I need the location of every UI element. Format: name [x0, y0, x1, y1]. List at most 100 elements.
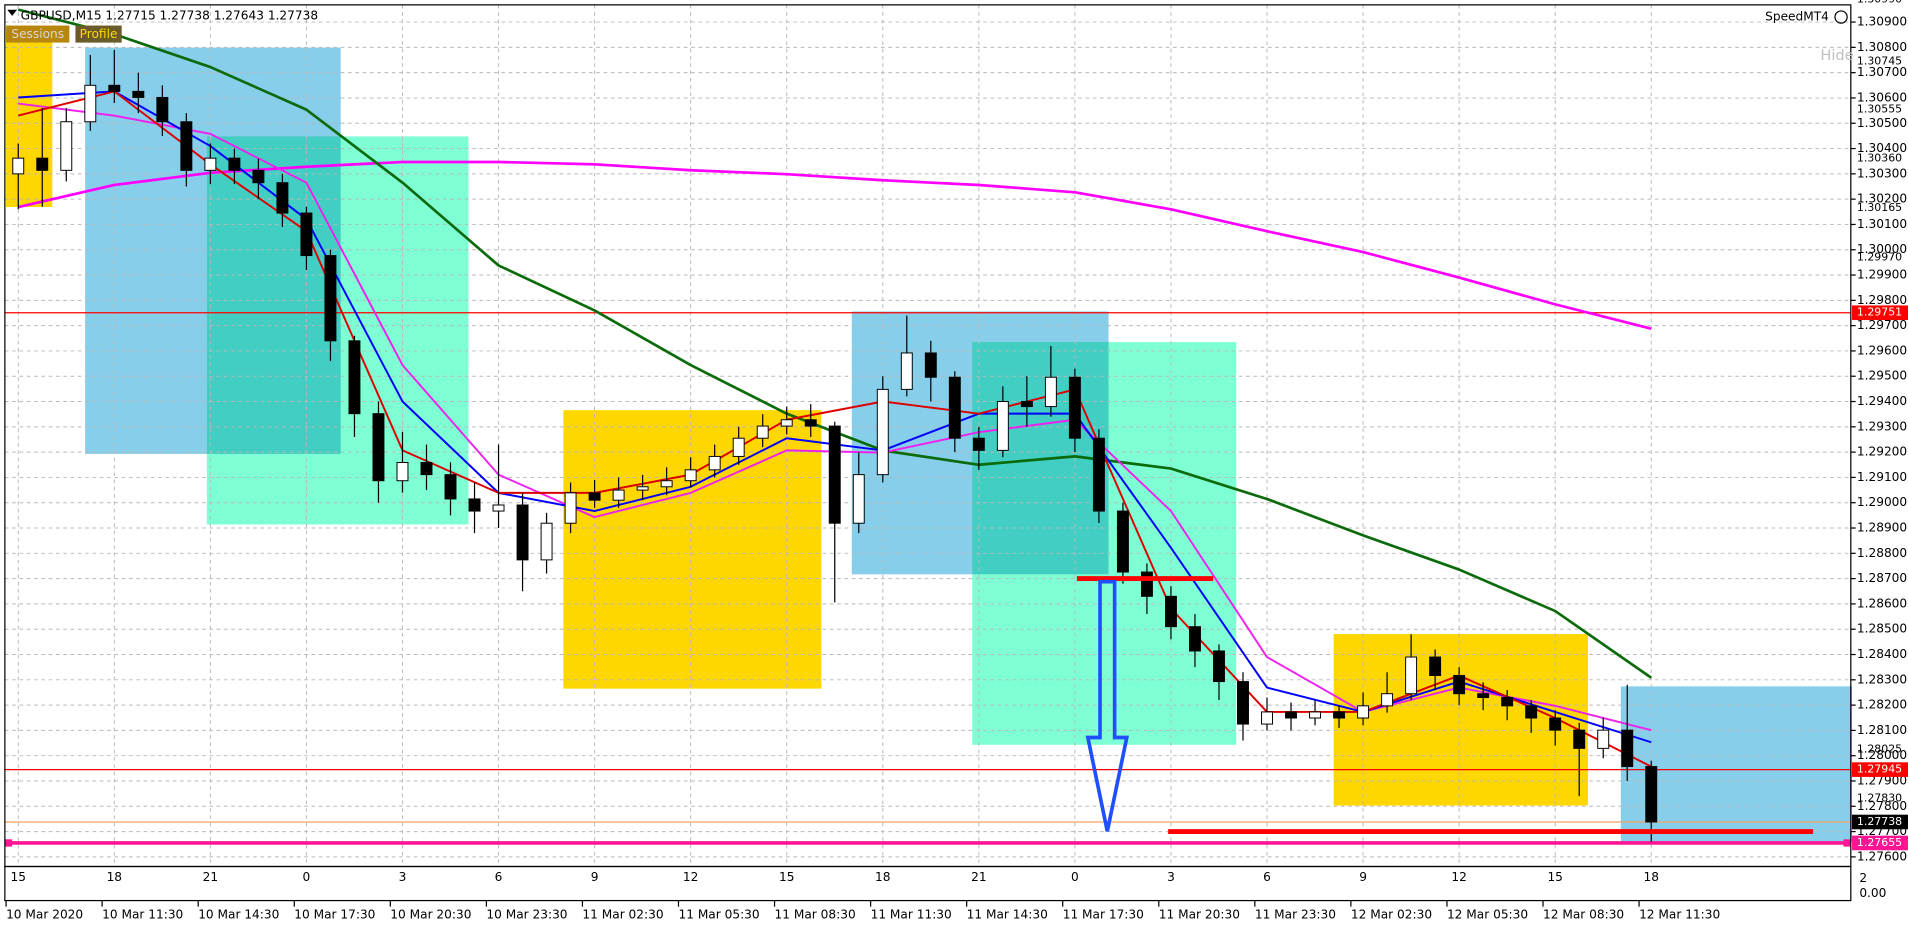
level-label: 1.27945 — [1857, 763, 1902, 776]
candle-body — [12, 157, 25, 175]
candle-body — [1429, 656, 1442, 676]
level-label: 1.27738 — [1857, 815, 1902, 828]
indicator-icon[interactable] — [1834, 10, 1848, 24]
sessions-button[interactable] — [6, 25, 70, 43]
candle-body — [516, 504, 529, 561]
symbol-title: GBPUSD,M15 1.27715 1.27738 1.27643 1.277… — [21, 8, 318, 22]
down-arrow — [1085, 579, 1130, 832]
level-label-bg — [1852, 835, 1908, 851]
hour-label: 18 — [1644, 870, 1659, 884]
y-tick-label: 1.29400 — [1857, 394, 1907, 408]
price-label: 1.29970 — [1857, 250, 1902, 263]
candle-body — [1621, 729, 1634, 768]
price-label: 1.30165 — [1857, 201, 1902, 214]
date-label: 11 Mar 02:30 — [582, 908, 663, 922]
profile-button[interactable] — [75, 25, 122, 43]
date-label: 11 Mar 20:30 — [1159, 908, 1240, 922]
hour-label: 12 — [1451, 870, 1466, 884]
candle-body — [804, 419, 817, 427]
profile-button-label[interactable]: Profile — [80, 27, 118, 41]
date-label: 11 Mar 17:30 — [1063, 908, 1144, 922]
y-tick-label: 1.30000 — [1857, 242, 1907, 256]
indicator-name: SpeedMT4 — [1765, 10, 1829, 24]
y-tick-label: 1.28800 — [1857, 546, 1907, 560]
candle-body — [348, 340, 361, 415]
y-tick-label: 1.29100 — [1857, 470, 1907, 484]
candle-body — [948, 376, 961, 439]
candle-body — [540, 522, 553, 561]
date-label: 10 Mar 14:30 — [198, 908, 279, 922]
candle-body — [1116, 510, 1129, 573]
y-tick-label: 1.29300 — [1857, 419, 1907, 433]
candle-body — [612, 489, 625, 501]
candle-body — [1092, 437, 1105, 512]
y-tick-label: 1.28600 — [1857, 596, 1907, 610]
candle-body — [204, 157, 217, 171]
level-label: 1.27655 — [1857, 836, 1902, 849]
y-tick-label: 1.27600 — [1857, 849, 1907, 863]
price-axis: 1.276001.277001.278001.279001.280001.281… — [1850, 0, 1908, 863]
sessions-button-label[interactable]: Sessions — [11, 27, 64, 41]
hour-label: 3 — [1167, 870, 1175, 884]
y-tick-label: 1.30100 — [1857, 217, 1907, 231]
candle-body — [1453, 675, 1466, 695]
y-tick-label: 1.30200 — [1857, 192, 1907, 206]
date-label: 11 Mar 23:30 — [1255, 908, 1336, 922]
hour-label: 6 — [1263, 870, 1271, 884]
date-label: 10 Mar 20:30 — [390, 908, 471, 922]
hour-label: 18 — [875, 870, 890, 884]
session-box — [563, 410, 822, 689]
date-label: 10 Mar 2020 — [6, 908, 83, 922]
y-tick-label: 1.28900 — [1857, 521, 1907, 535]
candle-body — [468, 498, 481, 512]
hide-button[interactable]: Hide — [1820, 47, 1853, 64]
hour-label: 9 — [591, 870, 599, 884]
hour-label: 3 — [399, 870, 407, 884]
candle-body — [732, 437, 745, 457]
candle-body — [1189, 626, 1201, 652]
y-tick-label: 1.29200 — [1857, 445, 1907, 459]
time-axis: 15 10 Mar 2020 18 10 Mar 11:30 21 10 Mar 14:3… — [5, 870, 1720, 922]
candle-body — [1020, 401, 1033, 408]
candle-body — [1309, 711, 1322, 719]
candle-body — [132, 90, 145, 98]
price-label: 1.30990 — [1857, 0, 1902, 5]
candle-body — [156, 96, 169, 123]
y-tick-label: 1.30800 — [1857, 40, 1907, 54]
session-box — [972, 342, 1237, 745]
y-tick-label: 1.29900 — [1857, 268, 1907, 282]
candle-body — [1645, 766, 1658, 823]
candle-body — [60, 121, 73, 171]
candle-body — [228, 157, 241, 171]
candle-body — [300, 212, 313, 257]
symbol-icon — [7, 9, 18, 16]
level-handle — [1843, 839, 1851, 847]
hour-label: 0 — [1071, 870, 1079, 884]
candle-body — [1213, 650, 1225, 683]
candle-body — [708, 455, 721, 471]
y-tick-label: 1.30900 — [1857, 15, 1907, 29]
candle-body — [1405, 656, 1418, 695]
level-label-bg — [1852, 305, 1908, 321]
y-tick-label: 1.29600 — [1857, 343, 1907, 357]
candle-body — [756, 425, 769, 439]
candle-body — [660, 480, 673, 488]
y-tick-label: 1.28000 — [1857, 748, 1907, 762]
y-tick-label: 1.30400 — [1857, 141, 1907, 155]
candle-body — [1164, 595, 1177, 628]
session-box — [6, 34, 53, 207]
candle-body — [444, 474, 457, 500]
candle-body — [1597, 729, 1610, 749]
date-label: 11 Mar 08:30 — [775, 908, 856, 922]
candle-body — [1525, 705, 1538, 719]
y-tick-label: 1.30600 — [1857, 90, 1907, 104]
price-label: 1.28025 — [1857, 742, 1902, 755]
candle-body — [564, 492, 577, 524]
candle-body — [1477, 693, 1490, 698]
candle-body — [1501, 697, 1514, 707]
candle-body — [876, 388, 889, 476]
candle-body — [852, 474, 865, 524]
candle-body — [828, 425, 841, 524]
candle-body — [636, 486, 649, 491]
